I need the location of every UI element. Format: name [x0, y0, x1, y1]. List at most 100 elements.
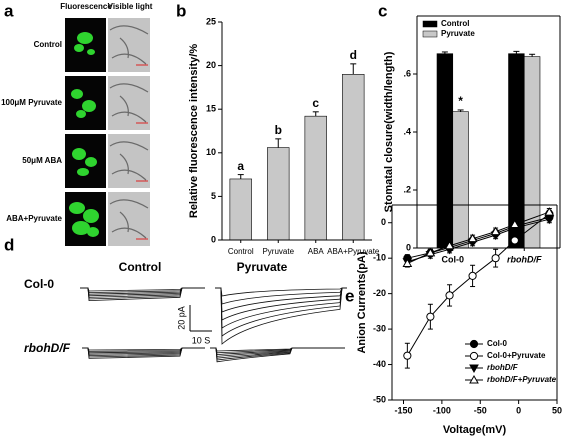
y-tick-label: .2 [403, 184, 411, 194]
row-label: 100μM Pyruvate [1, 98, 62, 107]
x-axis-label: Voltage(mV) [443, 424, 507, 436]
x-tick-label: Pyruvate [262, 247, 294, 256]
marker [469, 374, 479, 384]
x-tick-label: Control [228, 247, 254, 256]
marker [469, 339, 479, 349]
marker [425, 247, 436, 257]
chloroplast [85, 157, 97, 167]
micrographs [65, 18, 150, 246]
bar [523, 56, 541, 249]
chloroplast [76, 110, 86, 118]
bar [267, 147, 290, 241]
bar [342, 74, 365, 241]
line-label: Col-0 [24, 277, 54, 291]
cell-outline [109, 25, 149, 65]
y-tick-label: 10 [206, 147, 216, 157]
trace [215, 287, 347, 345]
marker [426, 312, 435, 321]
chloroplast [72, 148, 86, 160]
annotation: c [312, 96, 319, 110]
y-axis-label: Anion Currents(pA) [356, 251, 368, 353]
condition-label: Pyruvate [237, 260, 288, 274]
legend-label: Pyruvate [441, 29, 475, 38]
legend-swatch [422, 20, 438, 28]
y-tick-label: -50 [373, 394, 386, 404]
panel-letter: d [4, 235, 14, 254]
y-tick-label: -20 [373, 288, 386, 298]
y-tick-label: 0 [381, 217, 386, 227]
chloroplast [72, 221, 90, 235]
cell-outline [109, 199, 149, 239]
x-tick-label: ABA+Pyruvate [327, 247, 380, 256]
panel-letter: e [345, 286, 354, 305]
scale-label: 20 pA [176, 306, 186, 330]
trace [82, 347, 205, 359]
y-tick-label: 0 [406, 242, 411, 252]
marker [402, 258, 413, 267]
x-tick-label: -150 [395, 405, 413, 415]
row-label: 50μM ABA [22, 156, 62, 165]
marker [491, 254, 500, 263]
y-tick-label: 5 [211, 191, 216, 201]
line-label: rbohD/F [24, 341, 71, 355]
y-tick-label: -40 [373, 359, 386, 369]
marker [444, 240, 455, 250]
x-tick-label: -50 [474, 405, 487, 415]
bar [229, 178, 252, 241]
y-tick-label: 0 [211, 234, 216, 244]
trace [210, 347, 345, 363]
trace [82, 347, 205, 354]
annotation: a [237, 159, 244, 173]
marker [469, 351, 479, 361]
x-tick-label: rbohD/F [507, 254, 542, 264]
cell-outline [109, 141, 149, 181]
column-header: Fluorescence [60, 2, 112, 11]
marker [469, 364, 479, 374]
marker [467, 233, 478, 243]
legend-label: Col-0+Pyruvate [487, 351, 546, 360]
panel-letter: b [176, 1, 186, 20]
y-tick-label: 25 [206, 16, 216, 26]
bar [508, 53, 525, 249]
y-tick-label: -10 [373, 253, 386, 263]
y-tick-label: 15 [206, 104, 216, 114]
trace [80, 287, 205, 302]
cell-outline [109, 83, 149, 123]
chloroplast [77, 32, 93, 44]
y-tick-label: .4 [403, 126, 411, 136]
marker [509, 219, 520, 228]
legend-label: rbohD/F+Pyruvate [487, 375, 557, 384]
y-axis-label: Relative fluorescence intensity/% [188, 44, 200, 218]
chloroplast [83, 209, 99, 223]
y-tick-label: -30 [373, 323, 386, 333]
bar [436, 53, 454, 249]
bar [304, 115, 327, 241]
row-label: Control [34, 40, 62, 49]
trace [80, 287, 205, 292]
marker [468, 271, 477, 281]
fluorescence-image [65, 18, 106, 72]
legend-swatch [422, 30, 438, 38]
marker [544, 215, 555, 225]
marker [490, 226, 501, 236]
marker [544, 207, 555, 216]
marker [510, 236, 519, 245]
panel-letter: c [378, 1, 387, 20]
chloroplast [77, 168, 89, 176]
panel-letter: a [4, 1, 14, 20]
chloroplast [69, 202, 85, 214]
chloroplast [87, 227, 99, 237]
marker [445, 291, 454, 300]
y-tick-label: .6 [403, 68, 411, 78]
condition-label: Control [119, 260, 162, 274]
chloroplast [87, 49, 95, 55]
legend-label: Col-0 [487, 339, 508, 348]
x-tick-label: Col-0 [442, 254, 465, 264]
bar [452, 111, 469, 249]
chloroplast [82, 100, 96, 112]
trace [215, 287, 347, 297]
x-tick-label: ABA [308, 247, 325, 256]
y-axis-label: Stomatal closure(width/length) [383, 51, 395, 212]
annotation: b [275, 123, 282, 137]
